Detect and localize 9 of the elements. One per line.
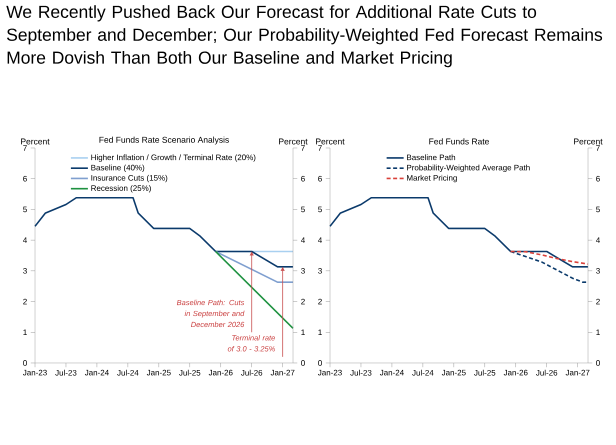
y2-axis-title: Percent — [574, 138, 603, 144]
chart-title: Fed Funds Rate — [429, 138, 489, 144]
line-series — [34, 196, 294, 268]
chart-title: We Recently Pushed Back Our Forecast for Additional Rate Cuts to September and December; Our Probability-Weighted Fed Forecast Remains More Dovish Than Both Our Baseline and Market Pricing — [6, 5, 602, 68]
line-series — [510, 250, 589, 265]
y-axis-title: Percent — [316, 138, 345, 144]
y-axis-title: Percent — [21, 138, 50, 144]
y2-axis-title: Percent — [279, 138, 308, 144]
chart-subtitle: Fed Funds Rate Scenario Analysis — [100, 136, 229, 144]
